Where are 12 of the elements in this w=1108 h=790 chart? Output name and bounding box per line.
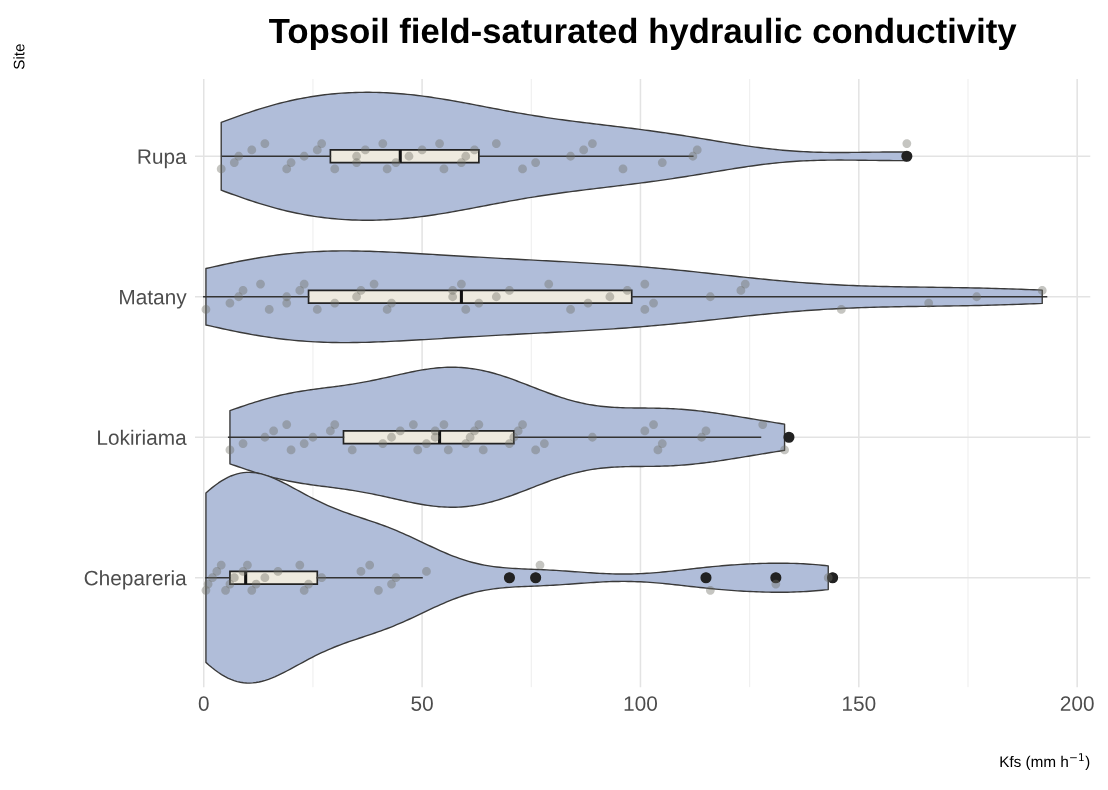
x-tick-label: 200 — [1060, 696, 1094, 711]
y-tick-label: Rupa — [138, 149, 187, 169]
x-axis-title: Kfs (mm h$^{−1}$) — [1000, 753, 1090, 771]
x-tick-label: 100 — [624, 696, 658, 711]
y-tick-label: Chepareria — [84, 570, 187, 590]
y-axis-title: Site — [13, 44, 25, 70]
x-tick-label: 0 — [198, 696, 209, 711]
y-tick-label: Matany — [120, 289, 187, 309]
y-tick-label: Lokiriama — [98, 429, 187, 445]
x-tick-label: 50 — [411, 696, 433, 711]
x-tick-label: 150 — [843, 696, 876, 711]
chart-title: Topsoil field-saturated hydraulic conductivity — [269, 17, 1017, 51]
